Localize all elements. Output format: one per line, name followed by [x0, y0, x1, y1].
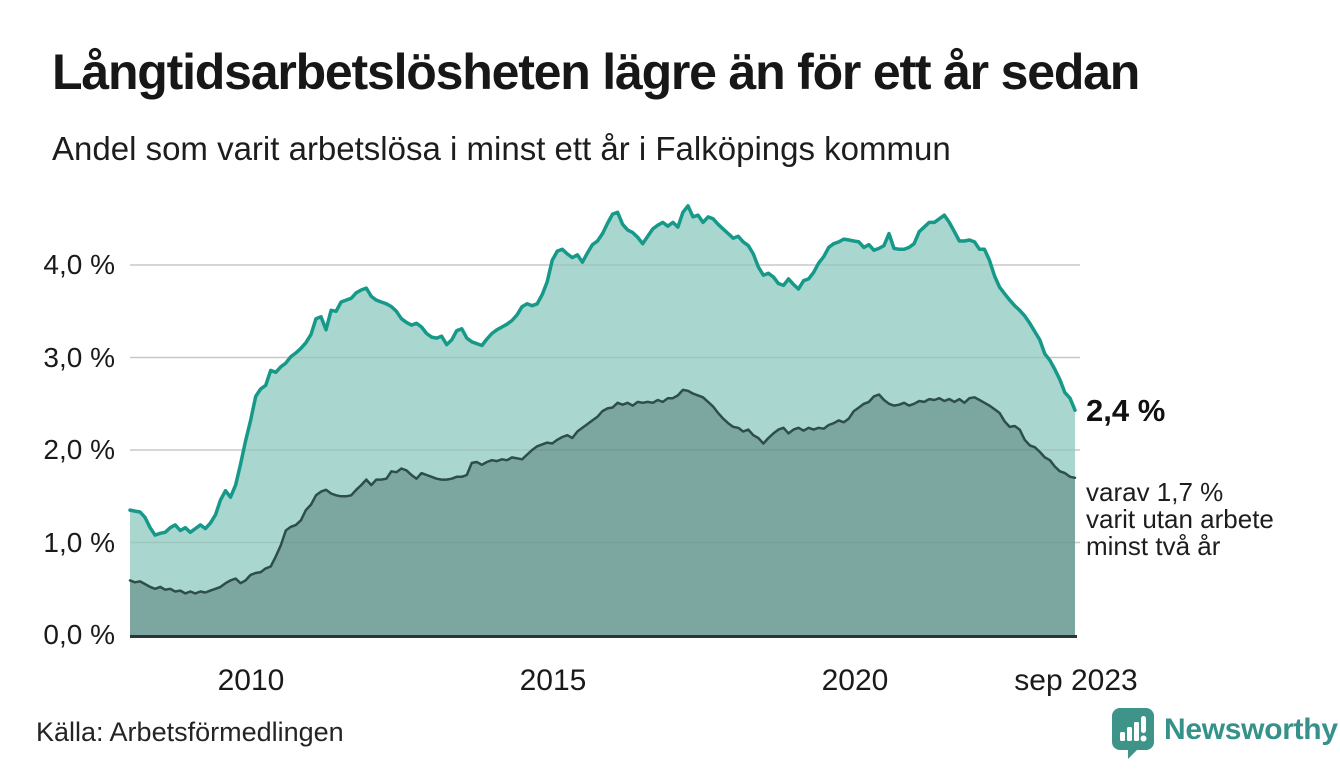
x-tick-label-sep-2023: sep 2023 — [1014, 664, 1138, 697]
page-title: Långtidsarbetslösheten lägre än för ett … — [52, 44, 1140, 100]
y-tick-label-2: 2,0 % — [43, 434, 115, 465]
y-tick-label-4: 4,0 % — [43, 249, 115, 280]
newsworthy-bubble-chart-icon — [1111, 707, 1155, 759]
annotation-line-3: minst två år — [1086, 531, 1221, 561]
newsworthy-logo[interactable]: Newsworthy — [1111, 707, 1338, 759]
annotation-two-year-share: varav 1,7 % varit utan arbete minst två … — [1086, 479, 1274, 560]
x-tick-label-2015: 2015 — [519, 664, 587, 697]
y-tick-label-0: 0,0 % — [43, 619, 115, 650]
source-credit: Källa: Arbetsförmedlingen — [36, 717, 344, 747]
annotation-line-1: varav 1,7 % — [1086, 477, 1224, 507]
annotation-line-2: varit utan arbete — [1086, 504, 1274, 534]
y-tick-label-3: 3,0 % — [43, 342, 115, 373]
latest-value-label: 2,4 % — [1086, 393, 1166, 428]
page-subtitle: Andel som varit arbetslösa i minst ett å… — [52, 130, 951, 167]
x-tick-label-2020: 2020 — [821, 664, 889, 697]
x-tick-label-2010: 2010 — [217, 664, 285, 697]
newsworthy-wordmark: Newsworthy — [1164, 713, 1338, 746]
y-tick-label-1: 1,0 % — [43, 527, 115, 558]
